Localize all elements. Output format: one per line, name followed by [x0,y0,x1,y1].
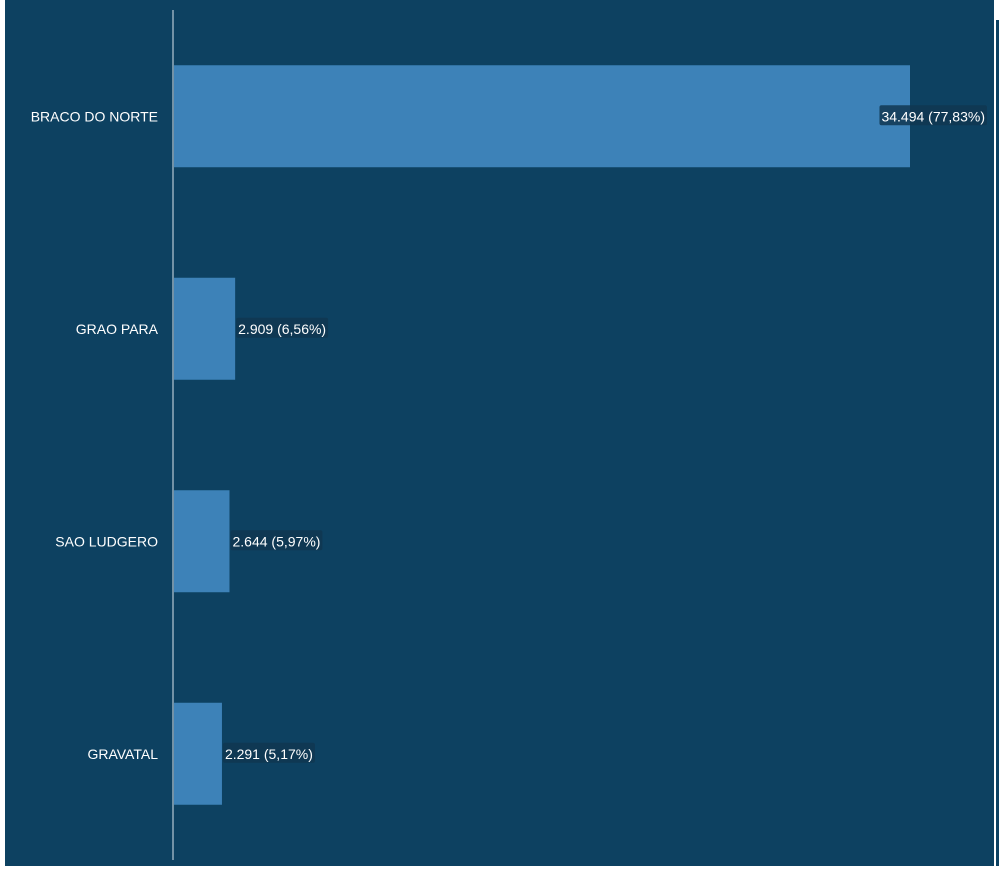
bar-gravatal[interactable] [174,702,222,805]
labels-group: BRACO DO NORTE 34.494 (77,83%) GRAO PARA 2.… [31,105,987,763]
panel-edge [996,20,999,866]
category-label-braco-do-norte: BRACO DO NORTE [31,108,158,124]
value-label-bg-grao-para [236,317,329,338]
value-label-bg-sao-ludgero [230,530,323,551]
bar-braco-do-norte[interactable] [174,65,910,168]
bar-sao-ludgero[interactable] [174,490,230,593]
bar-grao-para[interactable] [174,277,236,380]
value-label-gravatal: 2.291 (5,17%) [225,746,313,762]
value-label-bg-gravatal [222,742,315,763]
value-label-grao-para: 2.909 (6,56%) [238,321,326,337]
value-label-sao-ludgero: 2.644 (5,97%) [232,533,320,549]
value-label-bg-braco-do-norte [879,105,987,126]
category-label-sao-ludgero: SAO LUDGERO [55,533,158,549]
category-label-gravatal: GRAVATAL [87,746,158,762]
category-label-grao-para: GRAO PARA [76,321,159,337]
bars-group [174,65,910,805]
value-label-braco-do-norte: 34.494 (77,83%) [881,108,985,124]
